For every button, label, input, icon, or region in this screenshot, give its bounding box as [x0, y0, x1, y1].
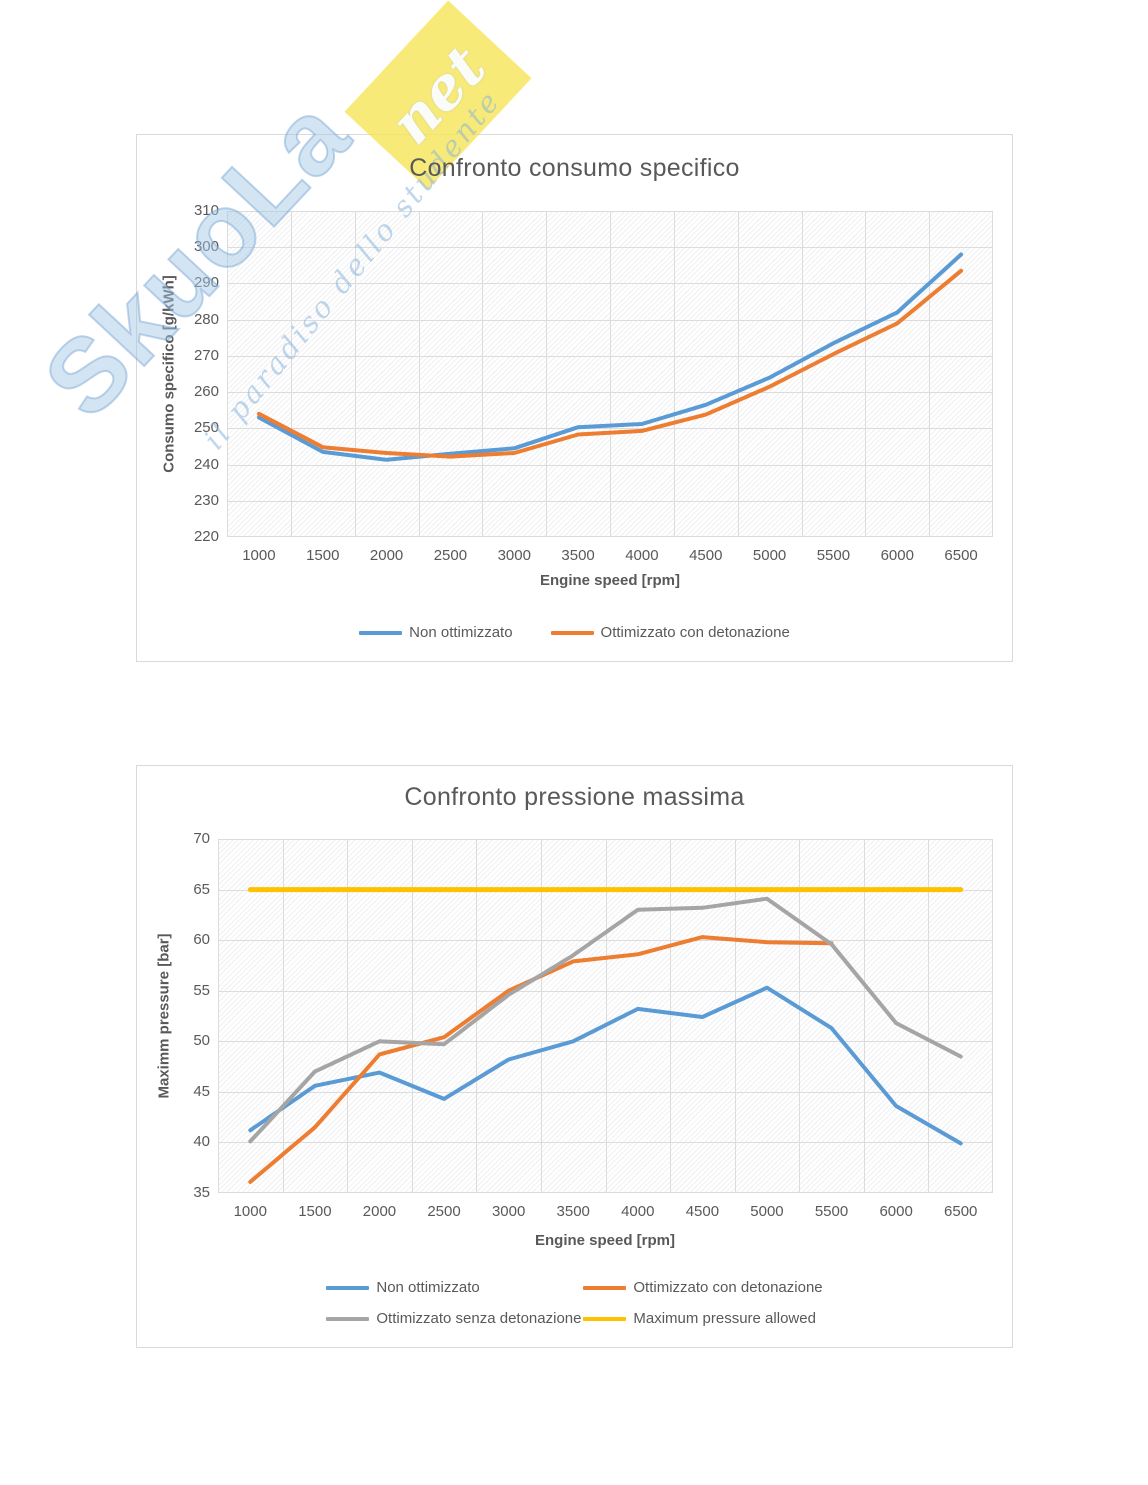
x-tick-label: 5500: [814, 1203, 849, 1220]
legend-label: Maximum pressure allowed: [633, 1310, 816, 1327]
legend: Non ottimizzato Ottimizzato con detonazio…: [137, 624, 1012, 641]
chart-title: Confronto pressione massima: [404, 783, 745, 811]
chart-card-consumo-specifico: Confronto consumo specifico Consumo spec…: [136, 134, 1013, 662]
x-tick-label: 2500: [433, 547, 468, 564]
x-tick-label: 2000: [369, 547, 404, 564]
x-tick-label: 4000: [621, 1203, 655, 1220]
legend-line-swatch: [326, 1316, 370, 1321]
x-tick-label: 2000: [362, 1203, 397, 1220]
y-tick-label: 70: [193, 830, 210, 847]
chart-card-pressione-massima: Confronto pressione massima Maximm press…: [136, 765, 1013, 1348]
legend-label: Ottimizzato senza detonazione: [376, 1310, 582, 1327]
series-line-non-ottimizzato: [248, 985, 963, 1146]
x-tick-label: 1500: [298, 1203, 332, 1220]
plot-area: [227, 211, 993, 537]
legend-line-swatch: [326, 1285, 370, 1290]
x-tick-label: 2500: [427, 1203, 461, 1220]
legend-label: Ottimizzato con detonazione: [633, 1279, 823, 1296]
y-tick-label: 230: [193, 491, 219, 509]
legend-line-swatch: [583, 1285, 627, 1290]
x-tick-label: 1500: [306, 547, 340, 564]
legend-item: Non ottimizzato: [359, 624, 513, 641]
legend-item: Non ottimizzato: [326, 1279, 583, 1296]
y-axis-title: Consumo specifico [g/kWh]: [160, 275, 178, 473]
x-tick-label: 6500: [944, 547, 978, 564]
legend-item: Ottimizzato con detonazione: [550, 624, 790, 641]
y-tick-label: 280: [193, 310, 219, 328]
chart-canvas: [218, 839, 993, 1193]
legend-line-swatch: [550, 630, 594, 635]
legend-line-swatch: [583, 1316, 627, 1321]
plot-area: [218, 839, 993, 1193]
x-tick-label: 5000: [752, 547, 787, 564]
y-axis-title: Maximm pressure [bar]: [155, 933, 173, 1099]
series-line-ottimizzato-con-detonazione: [256, 268, 964, 459]
y-tick-label: 35: [193, 1184, 210, 1201]
y-tick-label: 260: [193, 383, 219, 401]
x-tick-label: 4500: [689, 547, 723, 564]
y-tick-label: 300: [193, 238, 219, 256]
y-tick-label: 40: [193, 1133, 210, 1151]
y-tick-label: 240: [193, 455, 219, 473]
legend-label: Non ottimizzato: [409, 624, 513, 641]
x-tick-label: 3000: [497, 547, 531, 564]
y-tick-label: 220: [193, 528, 219, 545]
legend-label: Non ottimizzato: [376, 1279, 480, 1296]
y-tick-label: 55: [193, 981, 210, 999]
legend-item: Ottimizzato con detonazione: [583, 1279, 823, 1296]
gridlines: [218, 839, 993, 1193]
chart-title: Confronto consumo specifico: [409, 154, 740, 182]
gridlines: [227, 211, 993, 537]
x-tick-label: 3000: [491, 1203, 526, 1220]
x-tick-label: 6000: [880, 547, 914, 564]
legend: Non ottimizzato Ottimizzato con detonazio…: [137, 1279, 1012, 1327]
x-tick-label: 1000: [242, 547, 276, 564]
x-axis-title: Engine speed [rpm]: [534, 1232, 676, 1249]
x-tick-label: 6500: [944, 1203, 978, 1220]
legend-item: Maximum pressure allowed: [583, 1310, 822, 1327]
y-tick-label: 50: [193, 1032, 210, 1050]
x-tick-label: 5000: [750, 1203, 784, 1220]
series-line-ottimizzato-senza-detonazione: [248, 896, 963, 1144]
x-tick-label: 4500: [685, 1203, 720, 1220]
x-tick-label: 3500: [561, 547, 595, 564]
legend-line-swatch: [359, 630, 403, 635]
y-tick-label: 60: [193, 931, 210, 949]
legend-label: Ottimizzato con detonazione: [600, 624, 790, 641]
x-tick-label: 3500: [556, 1203, 590, 1220]
y-tick-label: 310: [193, 202, 219, 219]
series-line-non-ottimizzato: [256, 252, 964, 462]
x-tick-label: 4000: [625, 547, 659, 564]
chart-canvas: [227, 211, 993, 537]
legend-item: Ottimizzato senza detonazione: [326, 1310, 583, 1327]
x-tick-label: 5500: [816, 547, 851, 564]
y-tick-label: 65: [193, 880, 210, 898]
y-tick-label: 290: [193, 274, 219, 292]
y-tick-label: 45: [193, 1082, 210, 1100]
x-tick-label: 1000: [233, 1203, 267, 1220]
y-tick-label: 250: [193, 419, 219, 437]
x-axis-title: Engine speed [rpm]: [539, 572, 681, 589]
x-tick-label: 6000: [879, 1203, 913, 1220]
y-tick-label: 270: [193, 346, 219, 364]
